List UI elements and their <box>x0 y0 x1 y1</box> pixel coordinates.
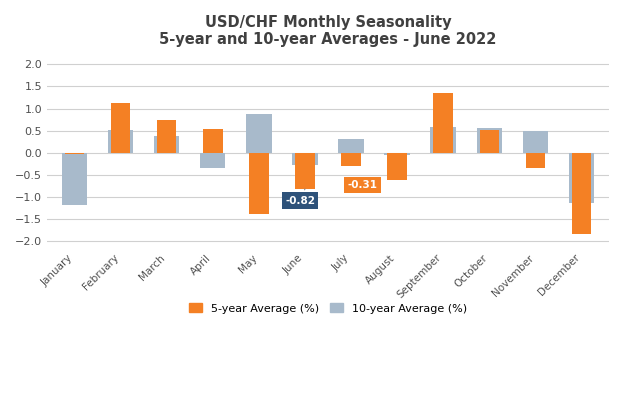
Title: USD/CHF Monthly Seasonality
5-year and 10-year Averages - June 2022: USD/CHF Monthly Seasonality 5-year and 1… <box>159 15 497 47</box>
Bar <box>341 153 361 166</box>
Bar <box>388 153 407 180</box>
Bar <box>525 153 545 168</box>
Bar <box>246 114 271 153</box>
Bar <box>157 120 177 153</box>
Bar <box>568 153 594 203</box>
Bar <box>62 153 87 205</box>
Legend: 5-year Average (%), 10-year Average (%): 5-year Average (%), 10-year Average (%) <box>184 299 472 318</box>
Bar <box>292 153 318 165</box>
Bar <box>249 153 268 214</box>
Bar <box>338 139 364 153</box>
Bar <box>65 153 84 155</box>
Text: -0.82: -0.82 <box>285 189 315 205</box>
Bar <box>200 153 225 168</box>
Bar <box>572 153 591 234</box>
Bar <box>154 136 180 153</box>
Text: -0.31: -0.31 <box>348 180 378 190</box>
Bar <box>108 130 134 153</box>
Bar <box>477 128 502 153</box>
Bar <box>431 127 456 153</box>
Bar <box>203 129 223 153</box>
Bar <box>295 153 314 189</box>
Bar <box>523 131 548 153</box>
Bar <box>434 93 453 153</box>
Bar <box>384 153 410 155</box>
Bar <box>111 103 130 153</box>
Bar <box>480 130 499 153</box>
